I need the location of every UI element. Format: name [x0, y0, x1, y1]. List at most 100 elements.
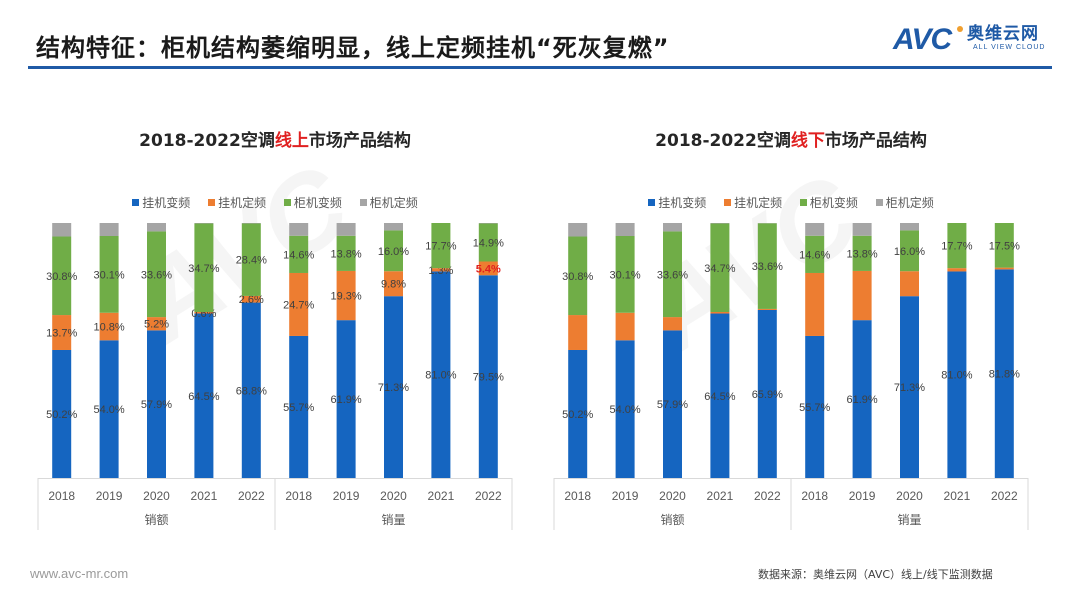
data-label: 50.2% — [46, 409, 77, 421]
legend-swatch-icon — [132, 199, 140, 206]
offline-chart: 2018-2022空调线下市场产品结构 挂机变频 挂机定频 柜机变频 柜机定频 … — [546, 110, 1036, 540]
legend-swatch-icon — [208, 199, 216, 206]
data-label: 17.5% — [989, 240, 1020, 252]
x-tick-label: 2021 — [191, 489, 218, 503]
data-label: 61.9% — [846, 394, 877, 406]
chart-title: 2018-2022空调线下市场产品结构 — [655, 131, 927, 151]
bar-segment — [478, 223, 498, 224]
bar-segment — [805, 335, 825, 478]
data-label: 14.6% — [799, 249, 830, 261]
bar-segment — [194, 313, 214, 478]
bar-segment — [289, 335, 309, 478]
data-label: 10.8% — [93, 322, 124, 334]
data-label: 33.6% — [141, 269, 172, 281]
data-label: 30.1% — [609, 269, 640, 281]
avc-logo: AVC 奥维云网 ALL VIEW CLOUD — [893, 24, 1063, 60]
bar-segment — [900, 271, 919, 297]
data-label: 33.6% — [752, 261, 783, 273]
bar-segment — [478, 261, 498, 276]
bar-segment — [568, 223, 588, 237]
logo-english-name: ALL VIEW CLOUD — [973, 44, 1046, 51]
data-label: 54.0% — [93, 404, 124, 416]
bar-segment — [947, 268, 967, 272]
bar-segment — [147, 317, 166, 331]
bar-segment — [663, 317, 682, 331]
bar-segment — [900, 230, 919, 272]
bar-segment — [805, 272, 825, 336]
bar-segment — [194, 311, 214, 314]
data-label: 16.0% — [378, 246, 409, 258]
chart-plot: 50.2% 30.8% 2018 54.0% 30.1% 2019 57.9% 33.6% 20… — [553, 223, 1029, 530]
x-tick-label: 2019 — [96, 489, 123, 503]
data-label: 13.7% — [46, 328, 77, 340]
bar-segment — [615, 223, 635, 237]
bar-segment — [431, 223, 451, 269]
bar-segment — [336, 235, 356, 271]
bar-segment — [663, 330, 682, 478]
data-label: 57.9% — [141, 399, 172, 411]
data-label: 16.0% — [894, 246, 925, 258]
bar-segment — [384, 230, 403, 272]
x-tick-label: 2020 — [143, 489, 170, 503]
bar-segment — [805, 223, 825, 236]
bar-segment — [757, 308, 777, 310]
bar-segment — [615, 312, 635, 341]
data-label: 50.2% — [562, 409, 593, 421]
data-label: 17.7% — [941, 241, 972, 253]
chart-title: 2018-2022空调线上市场产品结构 — [139, 131, 411, 151]
data-label: 64.5% — [704, 391, 735, 403]
group-label: 销量 — [381, 513, 405, 527]
bar-segment — [757, 309, 777, 478]
data-label: 13.8% — [846, 248, 877, 260]
bar-segment — [615, 340, 635, 478]
data-label: 24.7% — [283, 299, 314, 311]
data-label: 34.7% — [704, 263, 735, 275]
bar-segment — [852, 235, 872, 271]
legend-item: 柜机定频 — [875, 194, 934, 211]
bar-segment — [147, 223, 166, 232]
data-label: 71.3% — [894, 382, 925, 394]
bar-segment — [994, 223, 1014, 268]
data-source-note: 数据来源：奥维云网（AVC）线上/线下监测数据 — [758, 568, 993, 581]
x-tick-label: 2022 — [991, 489, 1018, 503]
bar-segment — [289, 223, 309, 236]
legend-swatch-icon — [283, 199, 291, 206]
bar-segment — [615, 236, 635, 313]
data-label: 71.3% — [378, 382, 409, 394]
chart-legend: 挂机变频 挂机定频 柜机变频 柜机定频 — [546, 194, 1036, 211]
bar-segment — [757, 223, 777, 309]
x-tick-label: 2021 — [944, 489, 971, 503]
bar-segment — [241, 223, 261, 224]
logo-chinese-name: 奥维云网 — [967, 24, 1039, 44]
legend-item: 柜机变频 — [283, 194, 342, 211]
bar-segment — [52, 223, 72, 237]
data-label: 5.2% — [144, 319, 169, 331]
x-tick-label: 2020 — [896, 489, 923, 503]
data-label: 17.7% — [425, 241, 456, 253]
bar-segment — [852, 270, 872, 321]
bar-segment — [431, 271, 451, 478]
bar-segment — [241, 223, 261, 296]
bar-segment — [194, 223, 214, 224]
bar-segment — [710, 223, 730, 312]
x-tick-label: 2020 — [380, 489, 407, 503]
bar-segment — [289, 235, 309, 273]
website-url[interactable]: www.avc-mr.com — [30, 566, 129, 581]
data-label: 57.9% — [657, 399, 688, 411]
chart-legend: 挂机变频 挂机定频 柜机变频 柜机定频 — [30, 194, 520, 211]
bar-segment — [52, 315, 72, 350]
group-label: 销额 — [144, 513, 168, 527]
bar-segment — [663, 223, 682, 232]
data-label: 19.3% — [330, 291, 361, 303]
x-tick-label: 2022 — [475, 489, 502, 503]
x-tick-label: 2021 — [428, 489, 455, 503]
x-tick-label: 2018 — [801, 489, 828, 503]
data-label: 9.8% — [381, 279, 406, 291]
bar-segment — [431, 268, 451, 272]
data-label: 30.8% — [562, 271, 593, 283]
bar-segment — [147, 231, 166, 318]
bar-segment — [384, 296, 403, 478]
group-label: 销额 — [660, 513, 684, 527]
bar-segment — [336, 270, 356, 321]
x-tick-label: 2020 — [659, 489, 686, 503]
